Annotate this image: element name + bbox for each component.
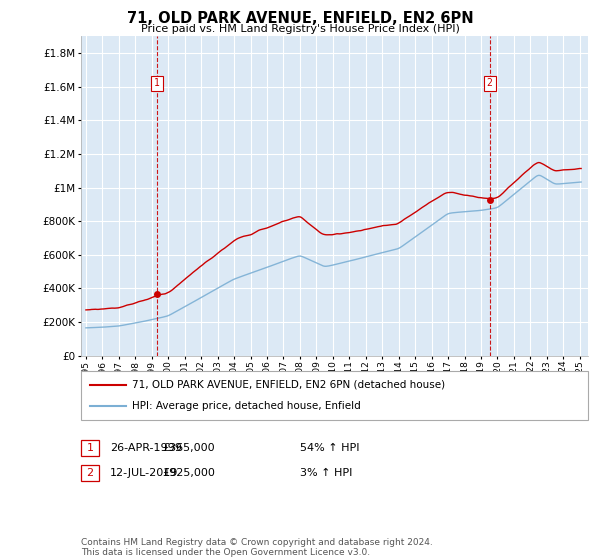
Text: 54% ↑ HPI: 54% ↑ HPI — [300, 443, 359, 453]
Text: 1: 1 — [154, 78, 160, 88]
Text: 71, OLD PARK AVENUE, ENFIELD, EN2 6PN (detached house): 71, OLD PARK AVENUE, ENFIELD, EN2 6PN (d… — [132, 380, 445, 390]
Text: 71, OLD PARK AVENUE, ENFIELD, EN2 6PN: 71, OLD PARK AVENUE, ENFIELD, EN2 6PN — [127, 11, 473, 26]
Text: £365,000: £365,000 — [162, 443, 215, 453]
Text: 26-APR-1999: 26-APR-1999 — [110, 443, 182, 453]
Text: Contains HM Land Registry data © Crown copyright and database right 2024.
This d: Contains HM Land Registry data © Crown c… — [81, 538, 433, 557]
Text: 1: 1 — [86, 443, 94, 453]
Text: HPI: Average price, detached house, Enfield: HPI: Average price, detached house, Enfi… — [132, 401, 361, 411]
Text: 12-JUL-2019: 12-JUL-2019 — [110, 468, 178, 478]
Text: 2: 2 — [86, 468, 94, 478]
Text: Price paid vs. HM Land Registry's House Price Index (HPI): Price paid vs. HM Land Registry's House … — [140, 24, 460, 34]
Text: £925,000: £925,000 — [162, 468, 215, 478]
Text: 2: 2 — [487, 78, 493, 88]
Text: 3% ↑ HPI: 3% ↑ HPI — [300, 468, 352, 478]
